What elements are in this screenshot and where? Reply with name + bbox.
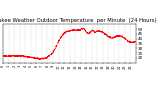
Title: Milwaukee Weather Outdoor Temperature  per Minute  (24 Hours): Milwaukee Weather Outdoor Temperature pe… <box>0 18 156 23</box>
